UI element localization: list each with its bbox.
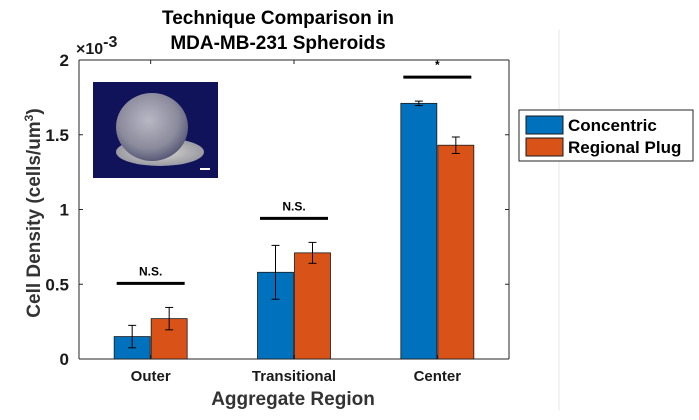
- x-axis-ticks: Outer Transitional Center: [131, 60, 462, 385]
- legend-swatch-regional-plug: [525, 137, 564, 157]
- y-tick-label: 0.5: [45, 275, 69, 294]
- bar-regional-plug-center: [437, 144, 475, 360]
- chart-title-line-1: Technique Comparison in: [162, 8, 394, 29]
- y-tick-label: 2: [60, 51, 69, 70]
- significance-label: *: [435, 58, 440, 72]
- y-tick-label: 0: [60, 350, 69, 369]
- legend-swatch-concentric: [525, 115, 564, 135]
- y-axis-label: Cell Density (cells/um3): [22, 108, 45, 317]
- legend: Concentric Regional Plug: [518, 109, 694, 162]
- legend-label-regional-plug: Regional Plug: [568, 138, 681, 157]
- y-tick-label: 1.5: [45, 126, 69, 145]
- spheroid-micrograph-inset: [93, 82, 218, 178]
- significance-markers: N.S. N.S. *: [116, 58, 472, 285]
- bar-regional-plug-transitional: [294, 252, 331, 360]
- chart-title-line-2: MDA-MB-231 Spheroids: [170, 33, 385, 54]
- y-axis-exponent: ×10-3: [76, 34, 117, 58]
- y-tick-label: 1: [60, 201, 69, 220]
- error-bars: [128, 100, 460, 349]
- bars: [113, 102, 475, 360]
- significance-label: N.S.: [282, 199, 305, 213]
- legend-label-concentric: Concentric: [568, 116, 657, 135]
- significance-label: N.S.: [139, 264, 162, 278]
- x-tick-label: Center: [414, 368, 462, 385]
- bar-concentric-center: [400, 102, 438, 360]
- x-axis-label: Aggregate Region: [211, 389, 375, 410]
- x-tick-label: Transitional: [252, 368, 336, 385]
- y-axis-ticks: 0 0.5 1 1.5 2: [45, 51, 509, 369]
- x-tick-label: Outer: [131, 368, 171, 385]
